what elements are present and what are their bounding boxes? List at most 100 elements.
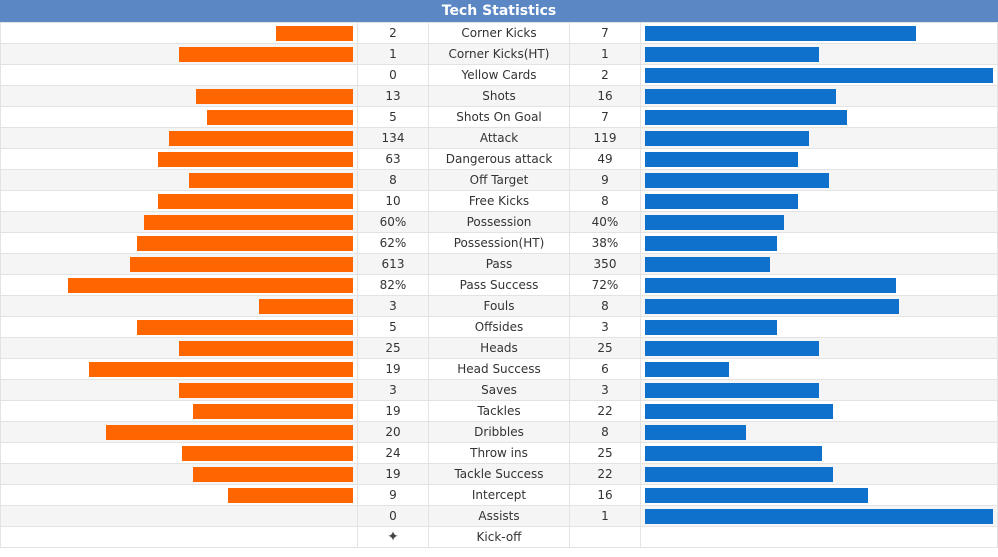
stat-label: Offsides xyxy=(428,316,570,338)
stat-label: Heads xyxy=(428,337,570,359)
away-bar xyxy=(645,47,819,62)
away-bar-cell xyxy=(640,253,998,275)
stat-label: Dribbles xyxy=(428,421,570,443)
away-bar xyxy=(645,173,829,188)
home-bar xyxy=(158,194,353,209)
away-value: 7 xyxy=(569,106,641,128)
away-bar xyxy=(645,152,798,167)
home-value: 134 xyxy=(357,127,429,149)
home-bar xyxy=(137,320,353,335)
home-value: 13 xyxy=(357,85,429,107)
away-value: 350 xyxy=(569,253,641,275)
home-value: 25 xyxy=(357,337,429,359)
away-bar-cell xyxy=(640,463,998,485)
stat-row: 2 Corner Kicks 7 xyxy=(0,22,998,44)
home-value: 2 xyxy=(357,22,429,44)
home-bar xyxy=(189,173,353,188)
panel-title: Tech Statistics xyxy=(0,0,998,22)
home-bar-cell xyxy=(0,421,358,443)
away-value: 22 xyxy=(569,463,641,485)
home-value: 0 xyxy=(357,64,429,86)
home-bar-cell xyxy=(0,484,358,506)
stat-row: 60% Possession 40% xyxy=(0,211,998,233)
away-bar-cell xyxy=(640,211,998,233)
stat-row: 13 Shots 16 xyxy=(0,85,998,107)
away-value: 38% xyxy=(569,232,641,254)
home-bar-cell xyxy=(0,505,358,527)
away-bar xyxy=(645,110,847,125)
home-value: 3 xyxy=(357,379,429,401)
away-bar xyxy=(645,215,784,230)
home-value: 20 xyxy=(357,421,429,443)
away-value: 8 xyxy=(569,295,641,317)
away-value: 40% xyxy=(569,211,641,233)
away-bar-cell xyxy=(640,127,998,149)
home-value: 613 xyxy=(357,253,429,275)
home-bar-cell xyxy=(0,169,358,191)
away-bar-cell xyxy=(640,190,998,212)
stat-row: 134 Attack 119 xyxy=(0,127,998,149)
home-bar-cell xyxy=(0,211,358,233)
away-value: 3 xyxy=(569,379,641,401)
home-value: 24 xyxy=(357,442,429,464)
away-bar xyxy=(645,194,798,209)
away-bar xyxy=(645,425,746,440)
kickoff-icon-cell: ✦ xyxy=(357,526,429,548)
away-value: 1 xyxy=(569,505,641,527)
stat-label: Corner Kicks xyxy=(428,22,570,44)
away-value: 2 xyxy=(569,64,641,86)
away-value: 72% xyxy=(569,274,641,296)
stat-label: Assists xyxy=(428,505,570,527)
home-value: 9 xyxy=(357,484,429,506)
stat-label: Intercept xyxy=(428,484,570,506)
home-bar xyxy=(106,425,353,440)
away-value: 3 xyxy=(569,316,641,338)
away-bar-cell xyxy=(640,379,998,401)
away-bar-cell xyxy=(640,484,998,506)
away-bar-cell xyxy=(640,442,998,464)
away-bar xyxy=(645,404,833,419)
stat-label: Possession(HT) xyxy=(428,232,570,254)
stat-row: 10 Free Kicks 8 xyxy=(0,190,998,212)
home-bar-cell xyxy=(0,274,358,296)
home-bar-cell xyxy=(0,22,358,44)
away-value: 7 xyxy=(569,22,641,44)
home-bar xyxy=(144,215,353,230)
home-bar xyxy=(179,341,353,356)
home-bar-cell xyxy=(0,106,358,128)
home-value: 0 xyxy=(357,505,429,527)
away-bar-cell xyxy=(640,316,998,338)
away-bar-cell xyxy=(640,337,998,359)
stat-label: Shots On Goal xyxy=(428,106,570,128)
home-bar xyxy=(158,152,353,167)
home-value: 63 xyxy=(357,148,429,170)
away-value: 8 xyxy=(569,421,641,443)
home-bar xyxy=(207,110,353,125)
stat-label: Tackle Success xyxy=(428,463,570,485)
away-bar-cell xyxy=(640,22,998,44)
stat-row: 20 Dribbles 8 xyxy=(0,421,998,443)
away-bar-cell xyxy=(640,106,998,128)
stat-label: Saves xyxy=(428,379,570,401)
away-value: 119 xyxy=(569,127,641,149)
away-bar xyxy=(645,26,916,41)
stats-body: 2 Corner Kicks 7 1 Corner Kicks(HT) 1 0 Yellow … xyxy=(0,22,998,548)
home-value: 19 xyxy=(357,358,429,380)
away-bar-cell xyxy=(640,85,998,107)
away-bar-cell xyxy=(640,43,998,65)
away-bar xyxy=(645,278,896,293)
away-bar xyxy=(645,320,777,335)
home-value: 5 xyxy=(357,316,429,338)
away-bar xyxy=(645,89,836,104)
away-bar-cell xyxy=(640,400,998,422)
stat-label: Head Success xyxy=(428,358,570,380)
stat-row: 0 Assists 1 xyxy=(0,505,998,527)
stat-row: 5 Shots On Goal 7 xyxy=(0,106,998,128)
home-bar xyxy=(193,404,353,419)
home-value: 62% xyxy=(357,232,429,254)
home-bar-cell xyxy=(0,316,358,338)
home-bar-cell xyxy=(0,337,358,359)
away-bar xyxy=(645,467,833,482)
home-bar-cell xyxy=(0,526,358,548)
home-value: 82% xyxy=(357,274,429,296)
